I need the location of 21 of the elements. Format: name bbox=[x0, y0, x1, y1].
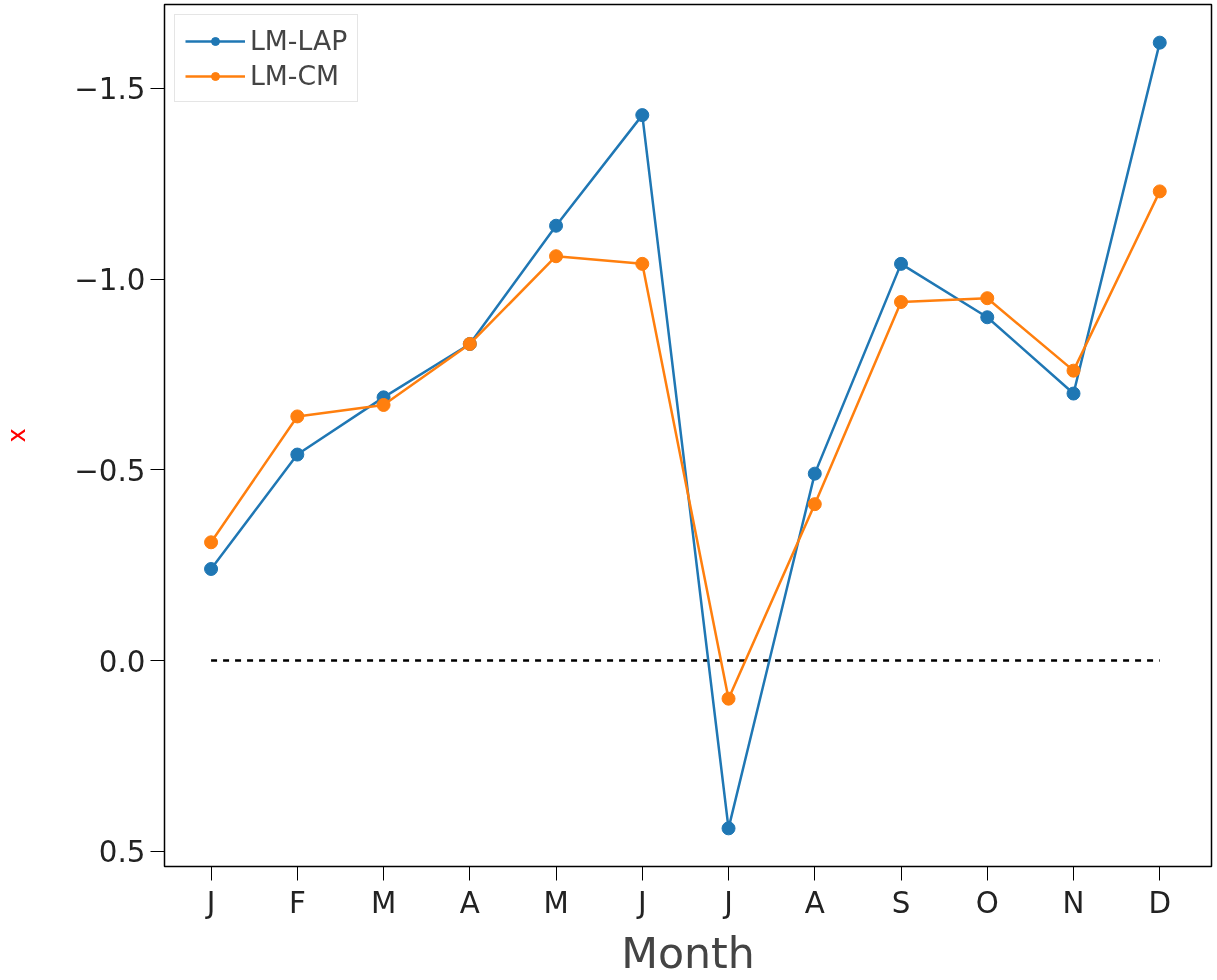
x-tick-label: M bbox=[370, 885, 397, 920]
x-tick-label: A bbox=[459, 885, 480, 920]
legend-label: LM-CM bbox=[250, 60, 340, 91]
x-tick-label: D bbox=[1148, 885, 1172, 920]
legend-label: LM-LAP bbox=[250, 25, 348, 56]
x-tick-label: O bbox=[975, 885, 999, 920]
y-tick-label: 0.5 bbox=[98, 835, 146, 870]
x-tick-label: J bbox=[204, 885, 216, 920]
x-tick-label: A bbox=[804, 885, 825, 920]
x-tick-label: S bbox=[891, 885, 911, 920]
y-tick-label: 0.0 bbox=[98, 644, 146, 679]
x-tick-label: F bbox=[288, 885, 306, 920]
y-tick-label: −1.0 bbox=[74, 263, 146, 298]
x-tick-label: M bbox=[543, 885, 569, 920]
y-axis-title: x bbox=[3, 428, 32, 443]
x-tick-label: N bbox=[1062, 885, 1085, 920]
x-tick-label: J bbox=[635, 885, 647, 920]
y-tick-label: −0.5 bbox=[74, 453, 146, 488]
y-tick-label: −1.5 bbox=[74, 72, 146, 107]
x-tick-label: J bbox=[722, 885, 733, 920]
x-axis-title: Month bbox=[621, 927, 755, 978]
